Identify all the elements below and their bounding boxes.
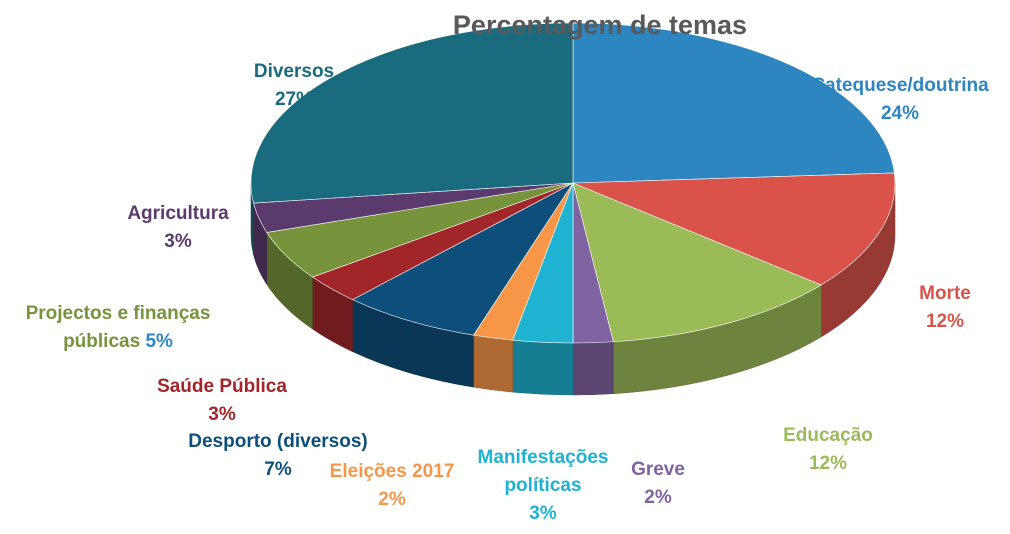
- value-label: 3%: [164, 231, 192, 252]
- data-label: Saúde Pública 3%: [127, 373, 317, 429]
- category-label: Eleições 2017: [329, 461, 455, 482]
- value-label: 2%: [644, 487, 672, 508]
- value-label: 7%: [264, 459, 292, 480]
- category-label: Catequese/doutrina: [811, 75, 989, 96]
- category-label: Morte: [919, 283, 971, 304]
- category-label: Saúde Pública: [157, 376, 287, 397]
- category-label: Greve: [631, 459, 685, 480]
- slice-side: [473, 334, 513, 393]
- value-label: 3%: [529, 503, 557, 524]
- slice-side: [572, 341, 614, 396]
- data-label: Diversos 27%: [214, 58, 374, 114]
- data-label: Morte 12%: [885, 280, 1005, 336]
- data-label: Projectos e finanças públicas 5%: [0, 300, 236, 356]
- slice: [351, 182, 574, 336]
- category-label: Agricultura: [127, 203, 229, 224]
- value-label: 12%: [925, 311, 965, 332]
- category-label: Diversos: [253, 61, 335, 82]
- value-label: 27%: [274, 89, 314, 110]
- category-label: Manifestações políticas: [477, 447, 609, 496]
- value-label: 5%: [145, 331, 173, 352]
- value-label: 12%: [808, 453, 848, 474]
- data-label: Manifestações políticas 3%: [458, 444, 628, 528]
- data-label: Agricultura 3%: [103, 200, 253, 256]
- slice: [572, 182, 822, 343]
- data-label: Greve 2%: [608, 456, 708, 512]
- value-label: 3%: [208, 404, 236, 425]
- value-label: 2%: [378, 489, 406, 510]
- slice: [250, 22, 574, 204]
- data-label: Desporto (diversos) 7%: [163, 428, 393, 484]
- data-label: Catequese/doutrina 24%: [780, 72, 1010, 128]
- data-label: Educação 12%: [748, 422, 908, 478]
- value-label: 24%: [880, 103, 920, 124]
- slice-side: [512, 339, 574, 396]
- category-label: Desporto (diversos): [188, 431, 368, 452]
- data-label: Eleições 2017 2%: [307, 458, 477, 514]
- slice: [572, 22, 895, 184]
- category-label: Educação: [783, 425, 873, 446]
- category-label: Projectos e finanças públicas: [25, 303, 211, 352]
- slice: [572, 172, 896, 286]
- chart-title: Percentagem de temas: [452, 10, 748, 40]
